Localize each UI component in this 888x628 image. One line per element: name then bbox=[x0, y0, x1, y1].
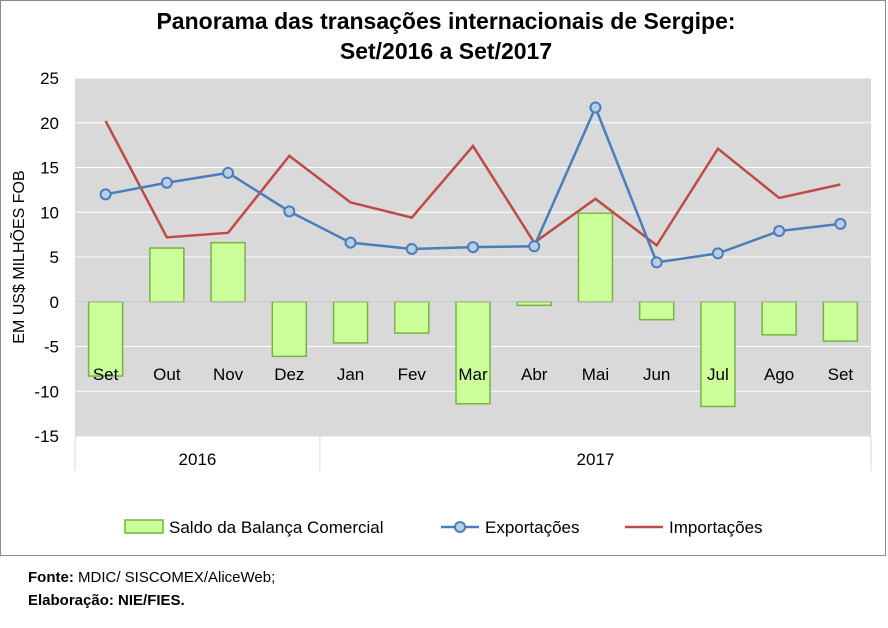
bar-saldo bbox=[761, 301, 797, 336]
marker-exportacoes bbox=[834, 217, 847, 230]
x-tick-label: Fev bbox=[398, 365, 427, 384]
source-label: Fonte: bbox=[28, 569, 74, 586]
x-tick-label: Out bbox=[153, 365, 181, 384]
bar-saldo bbox=[700, 301, 736, 408]
elaboration-label: Elaboração: NIE/FIES. bbox=[28, 592, 185, 609]
bar-saldo bbox=[822, 301, 859, 342]
marker-exportacoes bbox=[160, 176, 173, 189]
chart-title-line: Panorama das transações internacionais d… bbox=[156, 8, 735, 34]
y-tick-label: 10 bbox=[40, 203, 59, 222]
y-tick-label: -5 bbox=[44, 338, 59, 357]
source-note: Fonte: MDIC/ SISCOMEX/AliceWeb; Elaboraç… bbox=[28, 566, 275, 612]
y-tick-label: -10 bbox=[34, 382, 59, 401]
bar-saldo bbox=[210, 241, 246, 303]
x-tick-label: Mar bbox=[458, 365, 488, 384]
bar-saldo bbox=[332, 301, 369, 344]
x-tick-label: Set bbox=[828, 365, 854, 384]
marker-exportacoes bbox=[283, 205, 296, 218]
y-tick-label: 20 bbox=[40, 114, 59, 133]
bar-saldo bbox=[455, 301, 491, 405]
bar-saldo bbox=[87, 301, 124, 377]
y-tick-label: 0 bbox=[50, 293, 59, 312]
y-tick-label: 5 bbox=[50, 248, 59, 267]
legend-marker-exportacoes bbox=[454, 521, 466, 533]
year-label: 2017 bbox=[577, 450, 615, 469]
legend-swatch-saldo bbox=[124, 519, 164, 534]
x-tick-label: Abr bbox=[521, 365, 548, 384]
bar-saldo bbox=[638, 301, 675, 321]
marker-exportacoes bbox=[405, 242, 418, 255]
x-tick-label: Nov bbox=[213, 365, 244, 384]
legend-label-importacoes: Importações bbox=[669, 518, 763, 537]
y-tick-label: 15 bbox=[40, 159, 59, 178]
chart-title-line: Set/2016 a Set/2017 bbox=[340, 38, 552, 64]
marker-exportacoes bbox=[467, 241, 479, 254]
year-label: 2016 bbox=[179, 450, 217, 469]
y-tick-label: 25 bbox=[40, 69, 59, 88]
marker-exportacoes bbox=[589, 101, 602, 114]
legend-label-exportacoes: Exportações bbox=[485, 518, 580, 537]
y-tick-label: -15 bbox=[34, 427, 59, 446]
x-tick-label: Ago bbox=[764, 365, 794, 384]
y-axis-label: EM US$ MILHÕES FOB bbox=[8, 170, 28, 343]
x-tick-label: Jul bbox=[707, 365, 729, 384]
bar-saldo bbox=[271, 301, 308, 358]
line-importacoes bbox=[104, 120, 841, 248]
marker-exportacoes bbox=[650, 256, 663, 269]
x-tick-label: Jun bbox=[643, 365, 670, 384]
x-tick-label: Jan bbox=[337, 365, 364, 384]
legend-label-saldo: Saldo da Balança Comercial bbox=[169, 518, 384, 537]
bar-saldo bbox=[394, 301, 430, 334]
source-value: MDIC/ SISCOMEX/AliceWeb; bbox=[73, 569, 276, 586]
marker-exportacoes bbox=[773, 225, 786, 238]
x-tick-label: Dez bbox=[274, 365, 304, 384]
marker-exportacoes bbox=[344, 236, 357, 249]
bar-saldo bbox=[516, 301, 552, 307]
marker-exportacoes bbox=[222, 166, 235, 179]
x-tick-label: Set bbox=[93, 365, 119, 384]
bar-saldo bbox=[577, 212, 614, 303]
marker-exportacoes bbox=[711, 247, 724, 260]
bar-saldo bbox=[149, 247, 185, 303]
chart-svg: 25 20 15 10 5 0 -5 -10 -15 Panorama das transaçõe… bbox=[8, 8, 872, 537]
x-tick-label: Mai bbox=[582, 365, 609, 384]
chart-frame: 25 20 15 10 5 0 -5 -10 -15 Panorama das transaçõe… bbox=[0, 0, 886, 556]
marker-exportacoes bbox=[99, 188, 112, 201]
marker-exportacoes bbox=[528, 240, 541, 253]
